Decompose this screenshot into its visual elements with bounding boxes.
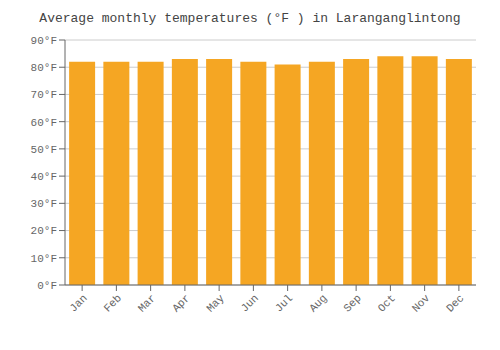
svg-text:May: May <box>204 292 227 315</box>
html-text:Average monthly temperatures (: Average monthly temperatures (°F ) in La… <box>39 11 461 26</box>
svg-text:Aug: Aug <box>307 292 329 314</box>
svg-text:Mar: Mar <box>136 292 158 314</box>
svg-text:Sep: Sep <box>341 292 363 314</box>
svg-text:10°F: 10°F <box>31 253 57 265</box>
svg-text:90°F: 90°F <box>31 35 57 47</box>
svg-text:Dec: Dec <box>444 292 466 314</box>
svg-text:Apr: Apr <box>170 292 192 314</box>
svg-text:Nov: Nov <box>410 292 433 315</box>
svg-text:Jan: Jan <box>67 292 89 314</box>
svg-text:50°F: 50°F <box>31 144 57 156</box>
svg-text:Oct: Oct <box>376 292 398 314</box>
svg-text:Jul: Jul <box>273 292 295 314</box>
svg-text:60°F: 60°F <box>31 117 57 129</box>
svg-text:40°F: 40°F <box>31 171 57 183</box>
svg-text:Feb: Feb <box>102 292 124 314</box>
svg-text:20°F: 20°F <box>31 225 57 237</box>
svg-text:Jun: Jun <box>239 292 261 314</box>
svg-text:0°F: 0°F <box>37 280 57 292</box>
svg-text:30°F: 30°F <box>31 198 57 210</box>
svg-text:70°F: 70°F <box>31 89 57 101</box>
svg-text:80°F: 80°F <box>31 62 57 74</box>
